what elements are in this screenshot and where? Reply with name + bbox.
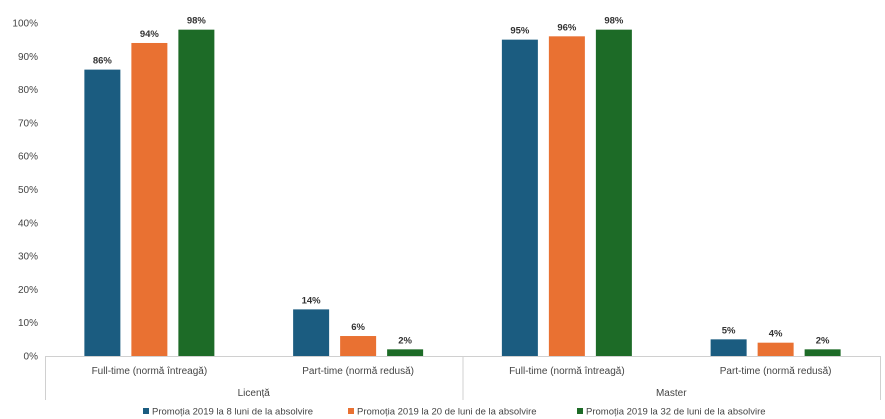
bar bbox=[293, 309, 330, 356]
bar bbox=[178, 29, 215, 356]
data-label: 2% bbox=[816, 335, 830, 346]
data-label: 98% bbox=[187, 16, 207, 27]
legend-label: Promoția 2019 la 8 luni de la absolvire bbox=[152, 407, 313, 418]
x-category-label: Part-time (normă redusă) bbox=[720, 366, 832, 377]
legend-swatch bbox=[143, 408, 149, 414]
legend-label: Promoția 2019 la 32 de luni de la absolv… bbox=[586, 407, 766, 418]
data-label: 94% bbox=[140, 29, 160, 40]
bar bbox=[757, 342, 794, 356]
data-label: 6% bbox=[351, 322, 365, 333]
bar bbox=[84, 69, 121, 357]
x-category-label: Part-time (normă redusă) bbox=[302, 366, 414, 377]
y-tick-label: 30% bbox=[18, 252, 38, 263]
y-tick-label: 10% bbox=[18, 318, 38, 329]
data-label: 14% bbox=[302, 295, 322, 306]
bar bbox=[595, 29, 632, 356]
y-tick-label: 80% bbox=[18, 85, 38, 96]
y-tick-label: 90% bbox=[18, 52, 38, 63]
data-label: 2% bbox=[398, 335, 412, 346]
x-category-label: Full-time (normă întreagă) bbox=[509, 366, 625, 377]
data-label: 95% bbox=[510, 26, 530, 37]
data-label: 86% bbox=[93, 56, 113, 67]
bar bbox=[340, 336, 377, 356]
y-tick-label: 0% bbox=[24, 352, 39, 363]
y-tick-label: 70% bbox=[18, 118, 38, 129]
legend-swatch bbox=[348, 408, 354, 414]
y-tick-label: 40% bbox=[18, 218, 38, 229]
data-label: 4% bbox=[769, 329, 783, 340]
x-group-label: Licență bbox=[238, 388, 271, 399]
legend-label: Promoția 2019 la 20 de luni de la absolv… bbox=[357, 407, 537, 418]
y-tick-label: 60% bbox=[18, 152, 38, 163]
data-label: 96% bbox=[557, 22, 577, 33]
x-group-label: Master bbox=[656, 388, 687, 399]
y-tick-label: 100% bbox=[12, 19, 38, 30]
bar bbox=[548, 36, 585, 356]
data-label: 5% bbox=[722, 325, 736, 336]
bar bbox=[804, 349, 841, 356]
y-tick-label: 20% bbox=[18, 285, 38, 296]
bar bbox=[501, 39, 538, 357]
x-category-label: Full-time (normă întreagă) bbox=[92, 366, 208, 377]
bar bbox=[387, 349, 424, 356]
bar bbox=[710, 339, 747, 356]
y-tick-label: 50% bbox=[18, 185, 38, 196]
bar bbox=[131, 42, 168, 356]
legend-swatch bbox=[577, 408, 583, 414]
data-label: 98% bbox=[604, 16, 624, 27]
